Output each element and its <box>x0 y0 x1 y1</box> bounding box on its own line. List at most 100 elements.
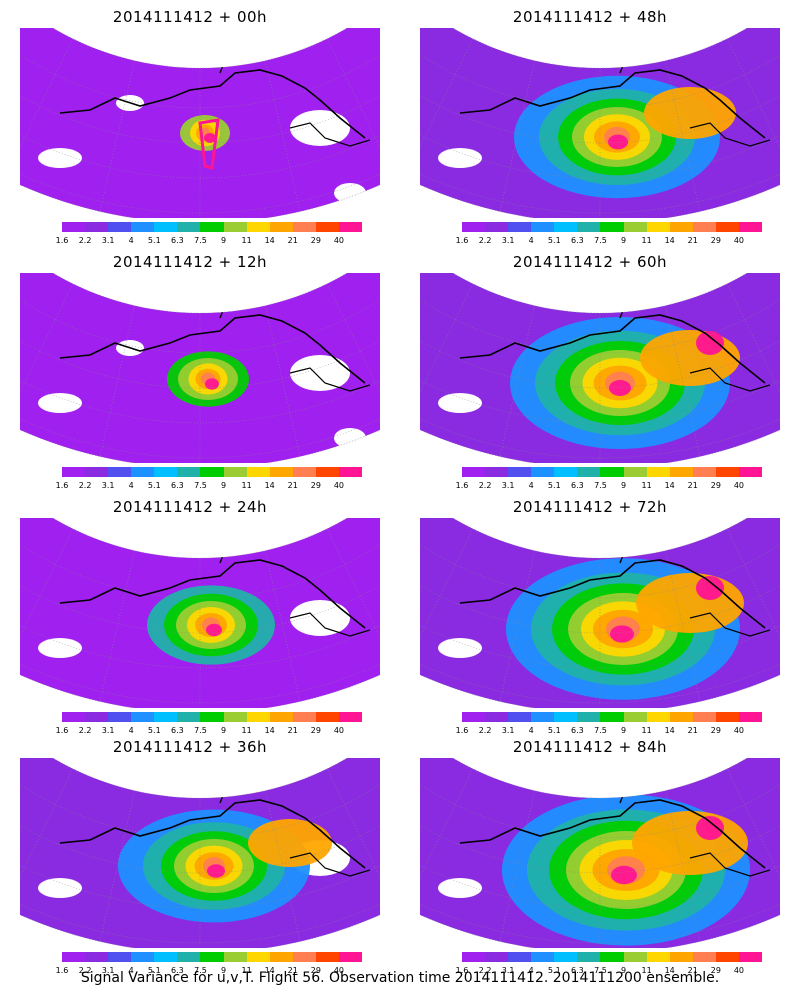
colorbar-tick-label: 4 <box>128 481 134 490</box>
map-field <box>20 518 380 708</box>
colorbar-swatch <box>85 467 109 477</box>
colorbar-tick-label: 21 <box>287 966 298 975</box>
variance-map <box>420 28 780 218</box>
secondary-max <box>644 87 736 139</box>
colorbar-tick-label: 29 <box>310 481 321 490</box>
colorbar-labels: 1.6 2.2 3.1 4 5.1 6.3 7.5 9 11 14 21 29 40 <box>56 236 362 246</box>
colorbar-tick-label: 11 <box>241 726 252 735</box>
colorbar-tick-label: 3.1 <box>501 966 515 975</box>
colorbar-swatch <box>692 712 716 722</box>
colorbar-swatch <box>600 952 624 962</box>
colorbar-tick-label: 29 <box>310 236 321 245</box>
map-field <box>420 518 780 708</box>
map-panel-12h: 2014111412 + 12h 1.6 2.2 3.1 4 5.1 6.3 7.5 9 11 1… <box>0 245 400 490</box>
colorbar-tick-label: 21 <box>687 966 698 975</box>
colorbar-tick-label: 3.1 <box>501 726 515 735</box>
low-variance-gap <box>438 393 482 413</box>
colorbar <box>462 952 763 962</box>
colorbar-tick-label: 7.5 <box>194 966 207 975</box>
panel-title: 2014111412 + 84h <box>512 738 668 756</box>
colorbar-swatch <box>85 712 109 722</box>
colorbar-swatch <box>554 222 578 232</box>
colorbar-tick-label: 7.5 <box>194 236 207 245</box>
colorbar-swatch <box>200 467 224 477</box>
meridian-line <box>499 305 536 457</box>
coastline <box>459 559 766 629</box>
map-border <box>20 28 380 218</box>
colorbar <box>62 712 363 722</box>
colorbar-swatch <box>623 222 647 232</box>
flight-track <box>198 118 220 170</box>
variance-map <box>420 273 780 463</box>
variance-map <box>20 273 380 463</box>
variance-map <box>20 758 380 948</box>
colorbar-swatch <box>131 712 155 722</box>
colorbar <box>462 222 763 232</box>
colorbar-tick-label: 9 <box>220 481 227 490</box>
colorbar-swatch <box>246 467 270 477</box>
colorbar-tick-label: 21 <box>287 236 298 245</box>
colorbar-swatch <box>669 222 693 232</box>
colorbar-swatch <box>315 712 339 722</box>
colorbar-tick-label: 29 <box>310 726 321 735</box>
colorbar-swatch <box>462 712 486 722</box>
colorbar-tick-label: 11 <box>241 236 252 245</box>
colorbar-swatch <box>223 712 247 722</box>
map-panel-72h: 2014111412 + 72h 1.6 2.2 3.1 4 5.1 6.3 7.5 9 11 1… <box>400 490 800 735</box>
secondary-max <box>640 330 740 386</box>
meridian-line <box>264 790 301 942</box>
colorbar-tick-label: 1.6 <box>55 236 69 245</box>
colorbar-tick-label: 7.5 <box>594 236 607 245</box>
colorbar-tick-label: 6.3 <box>171 966 184 975</box>
colorbar-tick-label: 2.2 <box>478 726 492 735</box>
colorbar-tick-label: 1.6 <box>55 726 69 735</box>
colorbar-swatch <box>154 467 178 477</box>
colorbar-swatch <box>554 712 578 722</box>
colorbar-tick-label: 40 <box>733 726 745 735</box>
colorbar-tick-label: 9 <box>220 726 227 735</box>
coastline-east <box>289 367 371 392</box>
variance-map <box>420 758 780 948</box>
colorbar-swatch <box>200 712 224 722</box>
colorbar-labels: 1.6 2.2 3.1 4 5.1 6.3 7.5 9 11 14 21 29 40 <box>456 966 762 976</box>
coastline <box>459 69 766 139</box>
colorbar-swatch <box>177 222 201 232</box>
colorbar-tick-label: 40 <box>733 966 745 975</box>
map-panel-84h: 2014111412 + 84h 1.6 2.2 3.1 4 5.1 6.3 7.5 9 11 1… <box>400 730 800 975</box>
colorbar-tick-label: 4 <box>528 481 534 490</box>
colorbar-tick-label: 1.6 <box>455 481 469 490</box>
colorbar-swatch <box>292 467 316 477</box>
colorbar-tick-label: 14 <box>264 481 275 490</box>
colorbar-tick-label: 7.5 <box>194 481 207 490</box>
colorbar-swatch <box>246 712 270 722</box>
colorbar-swatch <box>531 467 555 477</box>
colorbar-swatch <box>508 222 532 232</box>
colorbar-swatch <box>623 952 647 962</box>
colorbar-swatch <box>246 222 270 232</box>
colorbar-swatch <box>315 467 339 477</box>
coastline <box>59 799 366 869</box>
colorbar-swatch <box>738 712 763 722</box>
coastline <box>59 314 366 384</box>
low-variance-gap <box>438 638 482 658</box>
colorbar-swatch <box>531 222 555 232</box>
colorbar-swatch <box>154 712 178 722</box>
colorbar-tick-label: 1.6 <box>455 966 469 975</box>
colorbar-tick-label: 6.3 <box>171 726 184 735</box>
colorbar-swatch <box>292 712 316 722</box>
variance-map <box>420 518 780 708</box>
colorbar-tick-label: 40 <box>333 726 345 735</box>
colorbar-swatch <box>131 222 155 232</box>
colorbar-tick-label: 5.1 <box>547 236 561 245</box>
meridian-line <box>99 305 136 457</box>
secondary-peak <box>696 331 724 355</box>
colorbar-tick-label: 1.6 <box>55 966 69 975</box>
colorbar-swatch <box>462 952 486 962</box>
colorbar-tick-label: 11 <box>641 966 652 975</box>
colorbar-swatch <box>200 222 224 232</box>
panel-title: 2014111412 + 72h <box>512 498 668 516</box>
colorbar-tick-label: 29 <box>710 966 721 975</box>
colorbar-tick-label: 11 <box>641 236 652 245</box>
colorbar-swatch <box>462 467 486 477</box>
